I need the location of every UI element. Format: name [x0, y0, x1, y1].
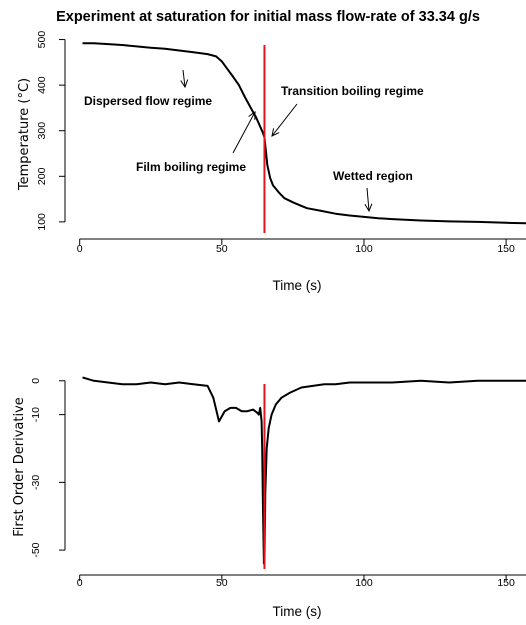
- derivative-y-tick-label: -10: [30, 407, 42, 422]
- derivative-y-axis-label: First Order Derivative: [12, 397, 27, 537]
- temperature-marks: 0 50 100 150 100 200 300 400 500 Dispersed flow r…: [36, 31, 526, 255]
- derivative-x-tick-label: 150: [497, 577, 515, 589]
- derivative-y-tick-label: -30: [30, 475, 42, 490]
- temperature-x-tick-label: 50: [216, 243, 228, 255]
- derivative-marks: 0 50 100 150 0 -10 -30 -50: [30, 376, 526, 589]
- annotation-arrow: [271, 103, 298, 137]
- annotation-arrow: [232, 111, 256, 154]
- temperature-y-axis-label: Temperature (°C): [17, 78, 32, 191]
- temperature-x-tick-label: 0: [77, 243, 83, 255]
- annotation-label: Film boiling regime: [136, 160, 246, 174]
- annotation-arrowhead: [180, 79, 189, 89]
- temperature-x-tick-label: 150: [497, 243, 515, 255]
- derivative-x-tick-label: 100: [355, 577, 373, 589]
- derivative-y-tick-label: -50: [30, 542, 42, 557]
- temperature-series-line: [82, 42, 526, 225]
- chart-title: Experiment at saturation for initial mas…: [56, 9, 480, 25]
- derivative-series-line: [82, 376, 526, 565]
- temperature-y-tick-label: 400: [36, 76, 48, 94]
- annotation-arrowhead: [271, 128, 280, 137]
- derivative-x-tick-label: 50: [216, 577, 228, 589]
- annotation-label: Dispersed flow regime: [84, 94, 212, 108]
- temperature-x-tick-label: 100: [355, 243, 373, 255]
- derivative-plot: 0 50 100 150 0 -10 -30 -50 Time (s) First Order…: [12, 376, 526, 619]
- annotation-arrow: [182, 69, 186, 88]
- temperature-x-axis-label: Time (s): [273, 278, 322, 293]
- annotation-arrowhead: [248, 111, 256, 120]
- annotation-arrow: [366, 187, 370, 212]
- temperature-y-tick-label: 200: [36, 167, 48, 185]
- annotation-label: Wetted region: [333, 169, 413, 183]
- derivative-y-tick-label: 0: [30, 378, 42, 384]
- annotation-label: Transition boiling regime: [281, 84, 424, 98]
- temperature-y-tick-label: 100: [36, 213, 48, 231]
- temperature-y-tick-label: 500: [36, 31, 48, 49]
- temperature-plot: 0 50 100 150 100 200 300 400 500 Dispersed flow r…: [17, 31, 526, 293]
- derivative-x-tick-label: 0: [77, 577, 83, 589]
- derivative-x-axis-label: Time (s): [273, 604, 322, 619]
- annotation-arrowhead: [364, 203, 373, 213]
- temperature-y-tick-label: 300: [36, 122, 48, 140]
